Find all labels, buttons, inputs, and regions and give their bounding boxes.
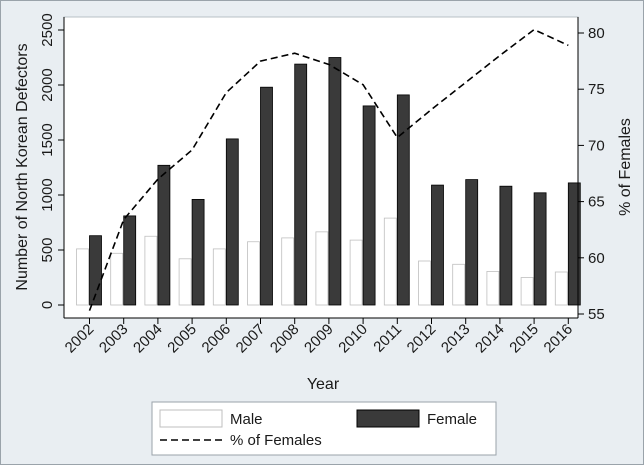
x-tick-label-2004: 2004: [130, 321, 166, 357]
bar-male-2014: [486, 271, 500, 306]
bar-female-2008: [294, 63, 308, 306]
x-tick-label-2011: 2011: [370, 321, 405, 356]
bar-female-2012: [431, 184, 444, 306]
bar-female-2009: [328, 57, 342, 306]
bar-female-2011: [396, 94, 410, 306]
bar-male-2009: [315, 231, 329, 306]
x-tick-label-2012: 2012: [404, 321, 440, 357]
y2-tick-label-75: 75: [588, 81, 605, 98]
x-tick-label-2015: 2015: [506, 321, 542, 357]
x-tick-label-2014: 2014: [472, 321, 508, 357]
x-tick-label-2002: 2002: [62, 321, 98, 357]
bar-male-2015: [520, 277, 534, 306]
y2-tick-label-60: 60: [588, 250, 605, 267]
bar-female-2003: [123, 215, 137, 306]
bar-male-2008: [281, 237, 295, 306]
bar-female-2010: [362, 105, 376, 306]
bar-male-2003: [110, 252, 124, 306]
bar-female-2006: [225, 138, 239, 306]
y-axis-label: Number of North Korean Defectors: [14, 43, 31, 290]
legend-female-swatch: [356, 409, 420, 428]
x-tick-label-2016: 2016: [541, 321, 577, 357]
y-tick-label-500: 500: [39, 237, 56, 262]
y-tick-label-1500: 1500: [39, 123, 56, 156]
bars-layer: [76, 57, 581, 306]
bar-female-2013: [465, 179, 479, 306]
x-tick-label-2010: 2010: [335, 321, 371, 357]
x-tick-label-2007: 2007: [233, 321, 269, 357]
bar-female-2014: [499, 185, 513, 306]
bar-male-2007: [247, 241, 260, 306]
line-layer: [88, 28, 569, 311]
bar-male-2002: [76, 248, 89, 306]
x-tick-label-2013: 2013: [438, 321, 474, 357]
line-pct-females: [88, 28, 569, 311]
bar-female-2007: [260, 86, 273, 306]
x-axis-label: Year: [307, 376, 340, 393]
bar-male-2006: [212, 248, 226, 306]
axes-layer: [63, 17, 579, 319]
y2-tick-label-55: 55: [588, 306, 605, 323]
y-tick-label-2500: 2500: [39, 13, 56, 46]
bar-male-2013: [452, 263, 466, 306]
y-tick-label-1000: 1000: [39, 178, 56, 211]
y2-tick-label-70: 70: [588, 137, 605, 154]
x-tick-label-2008: 2008: [267, 321, 303, 357]
bar-male-2012: [418, 260, 431, 306]
bar-male-2011: [383, 217, 397, 306]
bar-female-2016: [567, 182, 581, 306]
y2-tick-label-80: 80: [588, 25, 605, 42]
legend-male-swatch: [159, 409, 223, 428]
legend: Male Female % of Females: [151, 401, 497, 456]
legend-male-label: Male: [230, 411, 263, 428]
bar-female-2005: [191, 198, 205, 306]
y2-axis-label: % of Females: [617, 118, 634, 216]
bar-male-2005: [178, 258, 192, 306]
bar-male-2016: [554, 271, 568, 306]
x-tick-label-2009: 2009: [301, 321, 337, 357]
x-tick-label-2006: 2006: [199, 321, 235, 357]
x-tick-label-2005: 2005: [164, 321, 200, 357]
bar-male-2004: [144, 235, 158, 306]
legend-female-label: Female: [427, 411, 477, 428]
bar-female-2015: [533, 192, 547, 306]
x-tick-label-2003: 2003: [96, 321, 132, 357]
bar-male-2010: [349, 239, 363, 306]
y-tick-label-2000: 2000: [39, 68, 56, 101]
bar-female-2004: [157, 164, 171, 306]
y-tick-label-0: 0: [39, 301, 56, 309]
legend-line-label: % of Females: [230, 432, 322, 449]
y2-tick-label-65: 65: [588, 194, 605, 211]
